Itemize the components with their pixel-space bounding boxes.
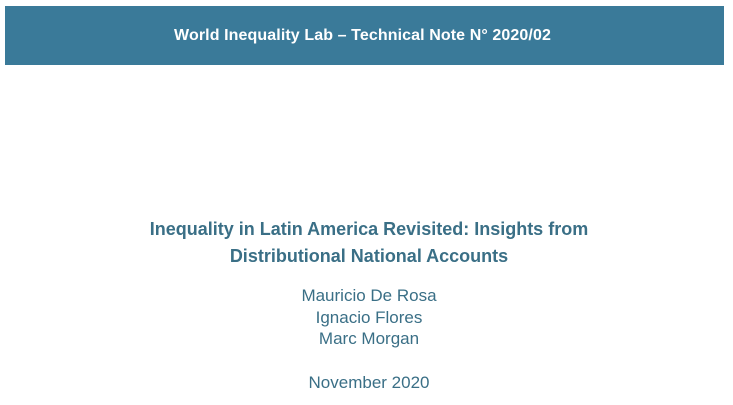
author-name: Ignacio Flores [315,307,423,327]
author-name: Mauricio De Rosa [301,286,437,305]
paper-title-line-2: Distributional National Accounts [229,246,509,266]
header-banner: World Inequality Lab – Technical Note N°… [5,6,724,65]
paper-title: Inequality in Latin America Revisited: I… [0,216,733,270]
author-name: Marc Morgan [318,329,420,348]
publication-date: November 2020 [308,373,430,392]
series-title: World Inequality Lab – Technical Note N°… [174,26,551,44]
paper-title-line-1: Inequality in Latin America Revisited: I… [149,219,589,239]
author-list: Mauricio De Rosa Ignacio Flores Marc Mor… [0,285,733,350]
